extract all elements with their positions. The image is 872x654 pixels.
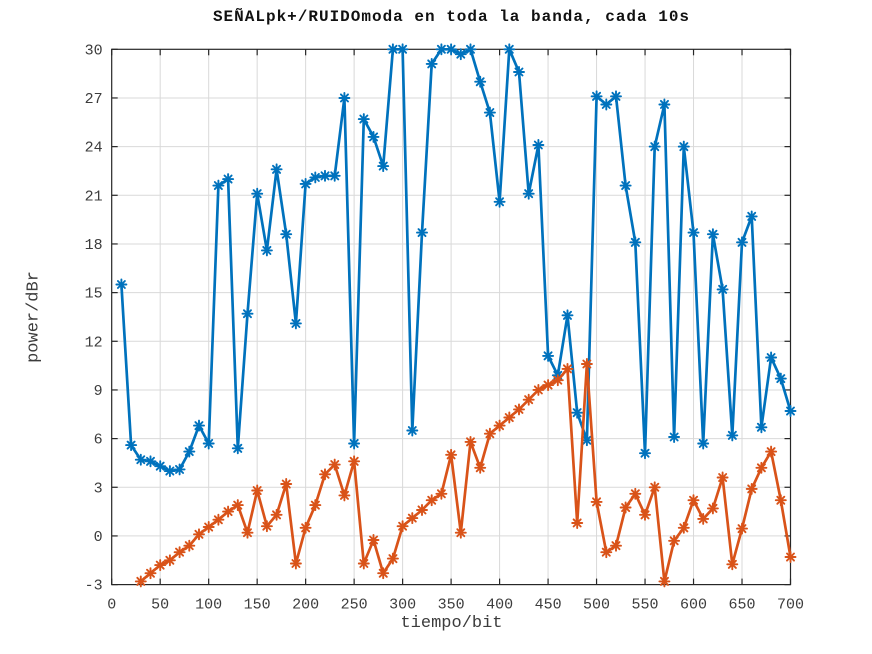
y-tick-label: 18 [85, 237, 103, 254]
y-tick-label: 21 [85, 188, 103, 205]
x-axis-label: tiempo/bit [400, 614, 503, 633]
series-markers-1 [115, 43, 797, 478]
y-tick-label: 6 [94, 432, 103, 449]
y-tick-label: 12 [85, 334, 103, 351]
y-tick-label: 27 [85, 91, 103, 108]
x-tick-label: 500 [583, 597, 610, 614]
x-tick-label: 200 [292, 597, 319, 614]
y-tick-label: 0 [94, 529, 103, 546]
y-tick-label: 30 [85, 42, 103, 59]
x-tick-label: 150 [244, 597, 271, 614]
x-tick-label: 450 [535, 597, 562, 614]
y-tick-label: 24 [85, 140, 103, 157]
x-tick-label: 250 [341, 597, 368, 614]
chart-title: SEÑALpk+/RUIDOmoda en toda la banda, cad… [212, 8, 691, 26]
x-tick-label: 350 [438, 597, 465, 614]
x-tick-label: 0 [107, 597, 116, 614]
x-tick-label: 50 [151, 597, 169, 614]
y-tick-label: 9 [94, 383, 103, 400]
x-tick-label: 550 [632, 597, 659, 614]
y-axis-label: power/dBr [24, 271, 44, 363]
x-tick-label: 700 [777, 597, 804, 614]
y-tick-label: 3 [94, 480, 103, 497]
x-tick-label: 600 [680, 597, 707, 614]
x-tick-label: 400 [486, 597, 513, 614]
y-tick-label: 15 [85, 286, 103, 303]
series-markers-2 [134, 358, 797, 588]
y-tick-label: -3 [85, 578, 103, 595]
series-line-1 [120, 47, 792, 473]
x-tick-label: 300 [389, 597, 416, 614]
x-tick-label: 650 [729, 597, 756, 614]
x-tick-label: 100 [195, 597, 222, 614]
